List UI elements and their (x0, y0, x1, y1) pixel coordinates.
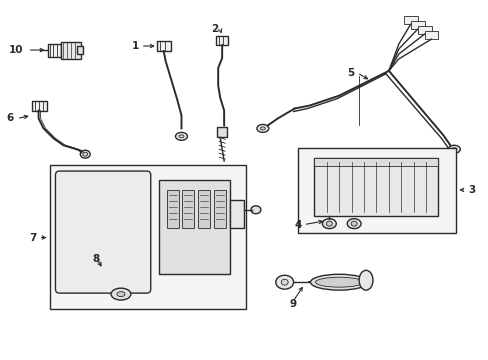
Bar (198, 190, 210, 228)
Ellipse shape (358, 270, 372, 290)
Bar (166, 190, 178, 228)
FancyBboxPatch shape (47, 44, 61, 57)
Ellipse shape (281, 279, 287, 285)
Bar (156, 41, 170, 51)
Bar (214, 190, 225, 228)
Text: 5: 5 (346, 68, 353, 78)
Text: 7: 7 (29, 233, 37, 243)
Ellipse shape (117, 292, 124, 297)
Text: 1: 1 (131, 41, 139, 51)
Bar (217, 127, 226, 137)
Bar (158, 180, 230, 274)
Text: 2: 2 (210, 24, 218, 34)
Text: 3: 3 (468, 185, 474, 195)
Text: 8: 8 (92, 255, 100, 264)
Bar (424, 31, 438, 39)
Ellipse shape (322, 219, 336, 229)
Bar (403, 16, 417, 24)
Ellipse shape (447, 145, 459, 153)
Ellipse shape (80, 150, 90, 158)
Bar (297, 148, 455, 233)
Ellipse shape (315, 277, 362, 287)
Ellipse shape (310, 274, 367, 290)
Ellipse shape (346, 219, 360, 229)
Text: 4: 4 (294, 220, 301, 230)
FancyBboxPatch shape (61, 42, 81, 59)
Text: 10: 10 (9, 45, 24, 55)
Ellipse shape (451, 148, 456, 151)
Bar (230, 200, 244, 228)
Ellipse shape (111, 288, 131, 300)
FancyBboxPatch shape (55, 171, 150, 293)
Ellipse shape (260, 127, 265, 130)
Bar (314, 158, 438, 166)
Ellipse shape (82, 152, 87, 156)
Bar (182, 190, 194, 228)
Text: 6: 6 (6, 113, 14, 123)
Text: 9: 9 (288, 299, 296, 309)
Ellipse shape (179, 135, 183, 138)
Bar (32, 100, 46, 111)
Ellipse shape (350, 221, 356, 226)
Ellipse shape (250, 206, 260, 214)
Ellipse shape (325, 221, 332, 226)
Ellipse shape (275, 275, 293, 289)
Bar (216, 36, 228, 45)
FancyBboxPatch shape (77, 46, 83, 54)
Bar (49, 165, 245, 309)
Bar (314, 158, 438, 216)
Ellipse shape (175, 132, 187, 140)
Bar (410, 21, 424, 29)
Bar (417, 26, 431, 34)
Ellipse shape (256, 125, 268, 132)
